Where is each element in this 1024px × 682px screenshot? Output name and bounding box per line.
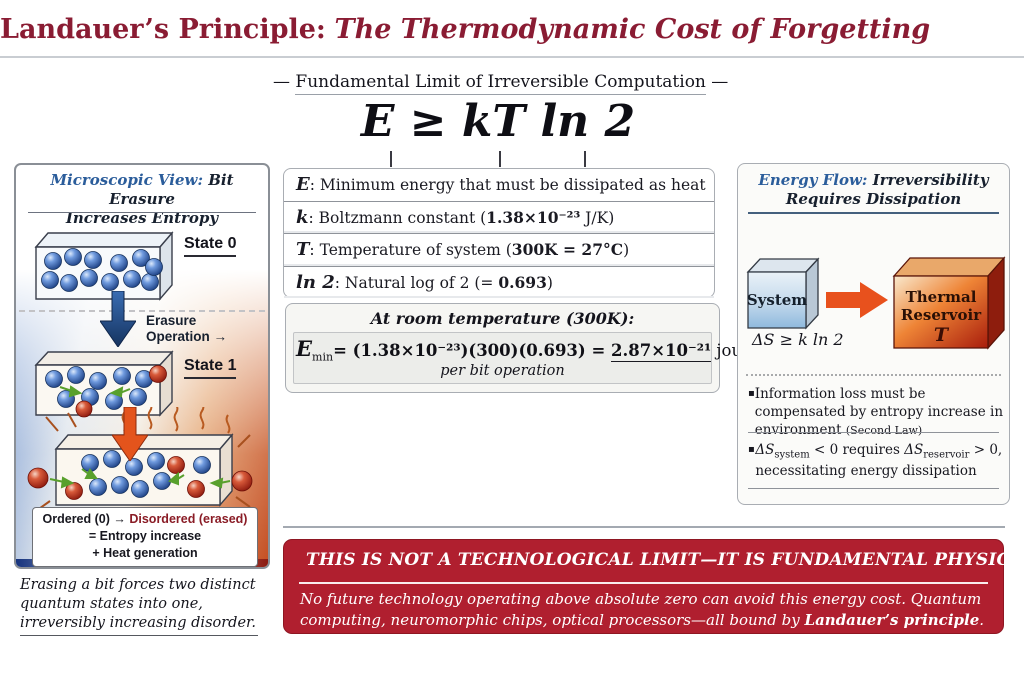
caption-disordered: Disordered (erased) <box>129 512 248 526</box>
definition-row-T: T: Temperature of system (300K = 27°C) <box>284 233 714 266</box>
right-heading-line2: Requires Dissipation <box>785 189 962 208</box>
emin-result: 2.87×10⁻²¹ <box>611 341 712 362</box>
caption-heat: + Heat generation <box>92 545 198 560</box>
fundamental-physics-banner: ! THIS IS NOT A TECHNOLOGICAL LIMIT—IT I… <box>283 539 1024 634</box>
per-bit-label: per bit operation <box>440 363 565 380</box>
state0-label: State 0 <box>184 235 237 257</box>
definition-row-E: E: Minimum energy that must be dissipate… <box>296 174 706 195</box>
reservoir-temperature: T <box>934 324 950 346</box>
system-to-reservoir-diagram: System Thermal Reservoir T <box>746 256 1006 350</box>
page-title: Landauer’s Principle: The Thermodynamic … <box>0 14 930 45</box>
subtitle: — Fundamental Limit of Irreversible Comp… <box>273 72 728 95</box>
right-heading-rule <box>748 212 999 214</box>
subtitle-text: Fundamental Limit of Irreversible Comput… <box>295 72 706 95</box>
down-arrow-blue-icon <box>100 291 136 347</box>
state1-particle-box <box>34 350 174 418</box>
caption-ordered: Ordered (0) → <box>42 512 126 526</box>
state1-label: State 1 <box>184 357 237 379</box>
left-footnote-rule <box>20 635 258 636</box>
right-arrow-icon <box>826 282 888 318</box>
down-arrow-orange-icon <box>112 407 148 461</box>
room-temperature-box: At room temperature (300K): Emin= (1.38×… <box>285 303 766 393</box>
room-temp-formula-box: Emin= (1.38×10⁻²³)(300)(0.693) = 2.87×10… <box>293 332 766 385</box>
variable-definitions-panel: E: Minimum energy that must be dissipate… <box>283 168 715 298</box>
system-label: System <box>747 291 807 309</box>
equation-tick-E <box>390 151 392 167</box>
banner-divider <box>299 582 988 584</box>
left-heading-rest: Bit Erasure <box>109 171 234 208</box>
left-heading-lead: Microscopic View: <box>50 171 203 189</box>
room-temp-title: At room temperature (300K): <box>370 309 635 328</box>
right-panel-dotted-separator <box>746 374 1001 376</box>
main-equation: E ≥ kT ln 2 <box>360 96 636 147</box>
right-panel-heading: Energy Flow: Irreversibility Requires Di… <box>738 171 1009 209</box>
definition-row-ln2: ln 2: Natural log of 2 (= 0.693) <box>284 265 714 299</box>
energy-flow-panel: Energy Flow: Irreversibility Requires Di… <box>737 163 1010 505</box>
bullet-entropy-balance: ▪ ΔSsystem < 0 requires ΔSreservoir > 0,… <box>748 442 1003 480</box>
equation-tick-kT <box>499 151 501 167</box>
left-heading-line2: Increases Entropy <box>65 208 219 227</box>
right-panel-rule-1 <box>748 432 999 433</box>
left-footnote: Erasing a bit forces two distinct quantu… <box>20 577 256 631</box>
state0-particle-box <box>34 231 174 301</box>
erasure-operation-label: Erasure Operation → <box>146 313 228 345</box>
banner-top-separator <box>283 526 1005 528</box>
left-heading-rule <box>28 212 256 213</box>
entropy-inequality: ΔS ≥ k ln 2 <box>752 330 844 349</box>
page-title-rest: The Thermodynamic Cost of Forgetting <box>334 14 931 45</box>
equation-tick-ln2 <box>584 151 586 167</box>
banner-headline: THIS IS NOT A TECHNOLOGICAL LIMIT—IT IS … <box>306 550 1024 570</box>
banner-body: No future technology operating above abs… <box>300 590 985 629</box>
right-panel-rule-2 <box>748 488 999 489</box>
emin-formula: Emin= (1.38×10⁻²³)(300)(0.693) = 2.87×10… <box>296 336 766 364</box>
bullet-information-loss: ▪ Information loss must be compensated b… <box>748 386 1004 439</box>
reservoir-label-2: Reservoir <box>901 306 982 324</box>
subtitle-dash-left: — <box>273 72 290 92</box>
title-divider <box>0 56 1024 58</box>
erasure-caption: Ordered (0) → Disordered (erased) = Entr… <box>32 507 258 567</box>
left-panel-heading: Microscopic View: Bit Erasure Increases … <box>16 171 268 227</box>
left-panel-dashed-separator <box>19 310 265 312</box>
microscopic-view-panel: Microscopic View: Bit Erasure Increases … <box>14 163 270 569</box>
reservoir-label-1: Thermal <box>906 288 977 306</box>
page-title-lead: Landauer’s Principle: <box>0 14 326 45</box>
subtitle-dash-right: — <box>711 72 729 92</box>
caption-entropy: = Entropy increase <box>88 528 202 543</box>
right-heading-lead: Energy Flow: <box>758 171 868 189</box>
right-heading-rest: Irreversibility <box>872 171 989 189</box>
definition-row-k: k: Boltzmann constant (1.38×10⁻²³ J/K) <box>284 200 714 234</box>
erased-particle-box <box>27 407 253 512</box>
mixing-arrows <box>49 468 231 489</box>
